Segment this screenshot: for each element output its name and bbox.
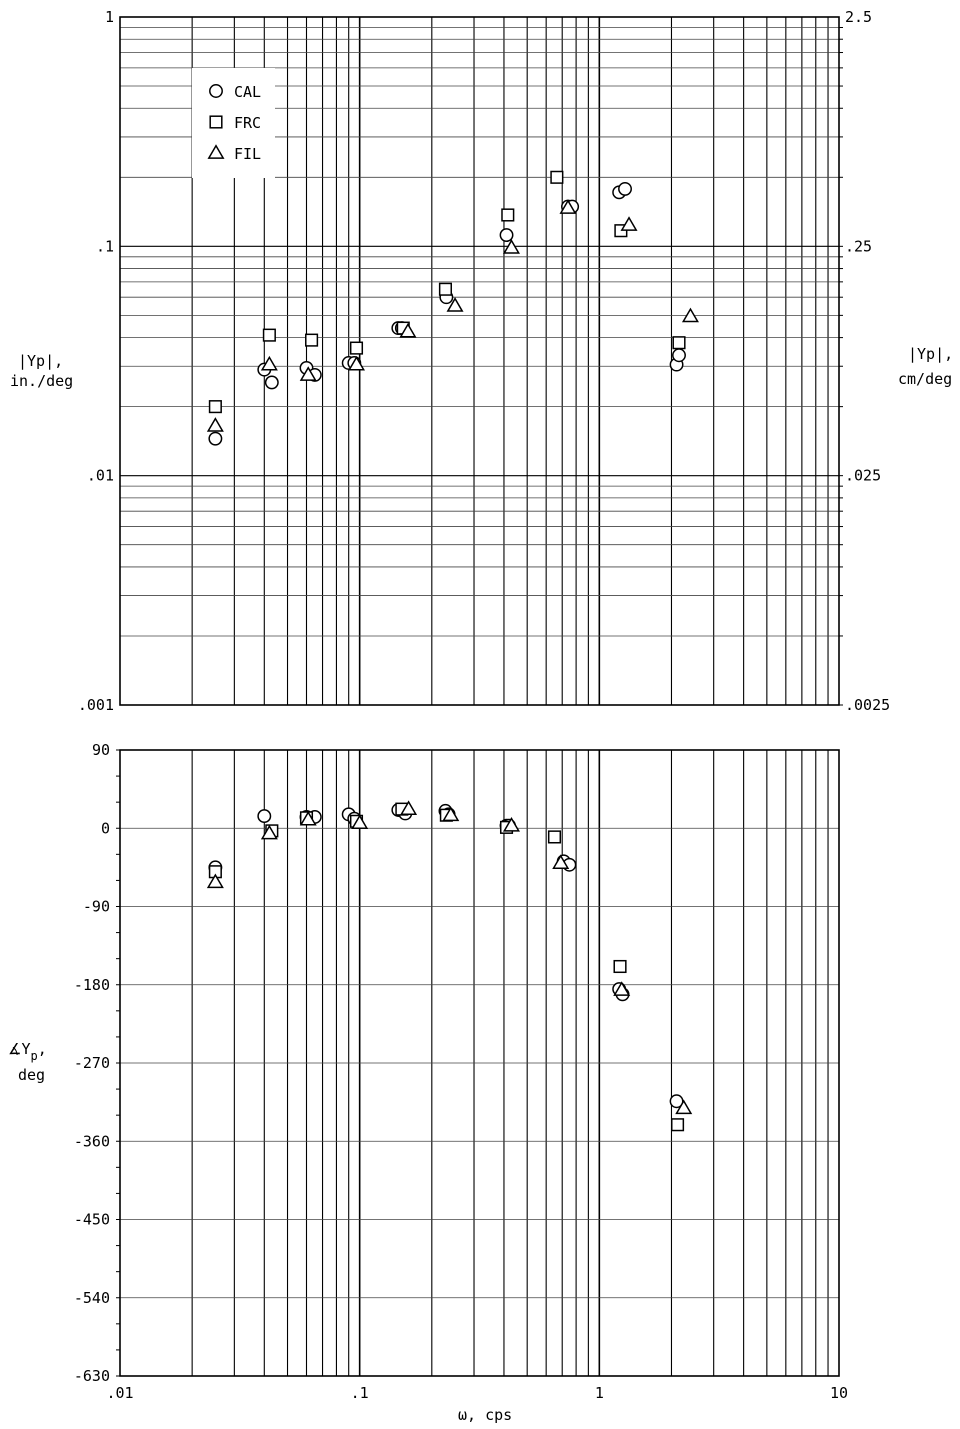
legend-label-cal: CAL bbox=[234, 83, 261, 101]
legend: CAL FRC FIL bbox=[192, 68, 275, 178]
mag-point-fil bbox=[260, 355, 278, 371]
magnitude-data-points bbox=[206, 170, 699, 446]
phase-point-fil bbox=[442, 806, 460, 822]
phase-point-frc bbox=[670, 1118, 685, 1132]
mag-point-cal bbox=[672, 348, 686, 363]
mag-point-frc bbox=[550, 170, 564, 184]
mag-point-frc bbox=[305, 333, 319, 347]
x-tick-label: .1 bbox=[351, 1384, 369, 1402]
mag-y2label-main: |Yp|, bbox=[908, 345, 953, 363]
phase-point-fil bbox=[552, 854, 570, 869]
mag-ytick-label: .01 bbox=[87, 467, 114, 485]
phase-ytick-label: -270 bbox=[74, 1054, 110, 1072]
phase-grid bbox=[116, 749, 839, 1377]
mag-point-frc bbox=[262, 328, 276, 342]
legend-box bbox=[192, 68, 275, 178]
mag-point-frc bbox=[438, 282, 453, 296]
phase-data-points bbox=[206, 800, 693, 1132]
mag-point-fil bbox=[399, 322, 417, 338]
phase-point-fil bbox=[400, 800, 418, 816]
mag-ytick-label: .001 bbox=[78, 696, 114, 714]
mag-point-frc bbox=[208, 400, 222, 414]
phase-ylabel-unit: deg bbox=[18, 1066, 45, 1084]
mag-point-fil bbox=[446, 297, 464, 312]
x-tick-label: 1 bbox=[595, 1384, 604, 1402]
mag-y2tick-label: .025 bbox=[845, 467, 881, 485]
phase-point-fil bbox=[299, 810, 317, 826]
mag-point-cal bbox=[264, 375, 279, 390]
mag-y2tick-label: .25 bbox=[845, 237, 872, 255]
mag-ylabel-unit: in./deg bbox=[10, 372, 73, 390]
mag-point-fil bbox=[347, 355, 365, 371]
phase-point-frc bbox=[547, 830, 562, 844]
phase-point-fil bbox=[351, 814, 369, 829]
legend-marker-cal bbox=[209, 84, 223, 98]
phase-point-fil bbox=[613, 981, 631, 996]
mag-point-frc bbox=[501, 208, 515, 222]
phase-tick-labels: 90 0 -90 -180 -270 -360 -450 -540 -630.01 .1 1 10 bbox=[74, 741, 848, 1402]
mag-point-cal bbox=[208, 431, 223, 446]
phase-point-cal bbox=[257, 809, 272, 824]
mag-y2tick-label: 2.5 bbox=[845, 8, 872, 26]
mag-point-fil bbox=[206, 417, 224, 432]
mag-y2label-unit: cm/deg bbox=[898, 370, 952, 388]
mag-point-frc bbox=[349, 341, 364, 355]
x-axis-label: ω, cps bbox=[458, 1406, 512, 1424]
mag-point-fil bbox=[681, 307, 699, 323]
magnitude-grid bbox=[120, 17, 843, 706]
phase-ytick-label: -360 bbox=[74, 1132, 110, 1150]
mag-point-fil bbox=[502, 239, 520, 254]
phase-ytick-label: -90 bbox=[83, 898, 110, 916]
mag-ytick-label: .1 bbox=[96, 237, 114, 255]
phase-ytick-label: 0 bbox=[101, 819, 110, 837]
phase-panel: 90 0 -90 -180 -270 -360 -450 -540 -630.01 .1 1 10 ∡… bbox=[8, 741, 848, 1424]
mag-point-cal bbox=[499, 228, 514, 242]
mag-point-frc bbox=[672, 336, 686, 350]
phase-point-fil bbox=[260, 824, 278, 840]
phase-point-frc bbox=[613, 959, 627, 974]
mag-point-fil bbox=[299, 366, 317, 381]
magnitude-tick-labels: 1 .1 .01 .001 2.5 .25 .025 .0025 bbox=[78, 8, 890, 714]
phase-ytick-label: -180 bbox=[74, 976, 110, 994]
phase-point-fil bbox=[675, 1099, 693, 1115]
mag-ylabel-main: |Yp|, bbox=[18, 352, 63, 370]
mag-y2tick-label: .0025 bbox=[845, 696, 890, 714]
phase-ytick-label: -540 bbox=[74, 1289, 110, 1307]
phase-ylabel-main: ∡Yp, bbox=[8, 1040, 47, 1063]
magnitude-panel: 1 .1 .01 .001 2.5 .25 .025 .0025 CAL FRC FIL |Yp|… bbox=[10, 8, 953, 714]
mag-point-fil bbox=[559, 199, 577, 214]
mag-point-fil bbox=[620, 216, 638, 231]
phase-point-fil bbox=[206, 873, 224, 889]
magnitude-plot-frame bbox=[119, 16, 840, 706]
legend-label-fil: FIL bbox=[234, 145, 261, 163]
mag-ytick-label: 1 bbox=[105, 8, 114, 26]
phase-ytick-label: -450 bbox=[74, 1211, 110, 1229]
phase-point-fil bbox=[502, 816, 520, 832]
legend-marker-frc bbox=[209, 115, 223, 129]
mag-point-cal bbox=[618, 181, 632, 196]
phase-ytick-label: -630 bbox=[74, 1367, 110, 1385]
phase-ytick-label: 90 bbox=[92, 741, 110, 759]
phase-plot-frame bbox=[119, 749, 840, 1377]
x-tick-label: .01 bbox=[106, 1384, 133, 1402]
legend-label-frc: FRC bbox=[234, 114, 261, 132]
x-tick-label: 10 bbox=[830, 1384, 848, 1402]
legend-marker-fil bbox=[207, 144, 225, 159]
